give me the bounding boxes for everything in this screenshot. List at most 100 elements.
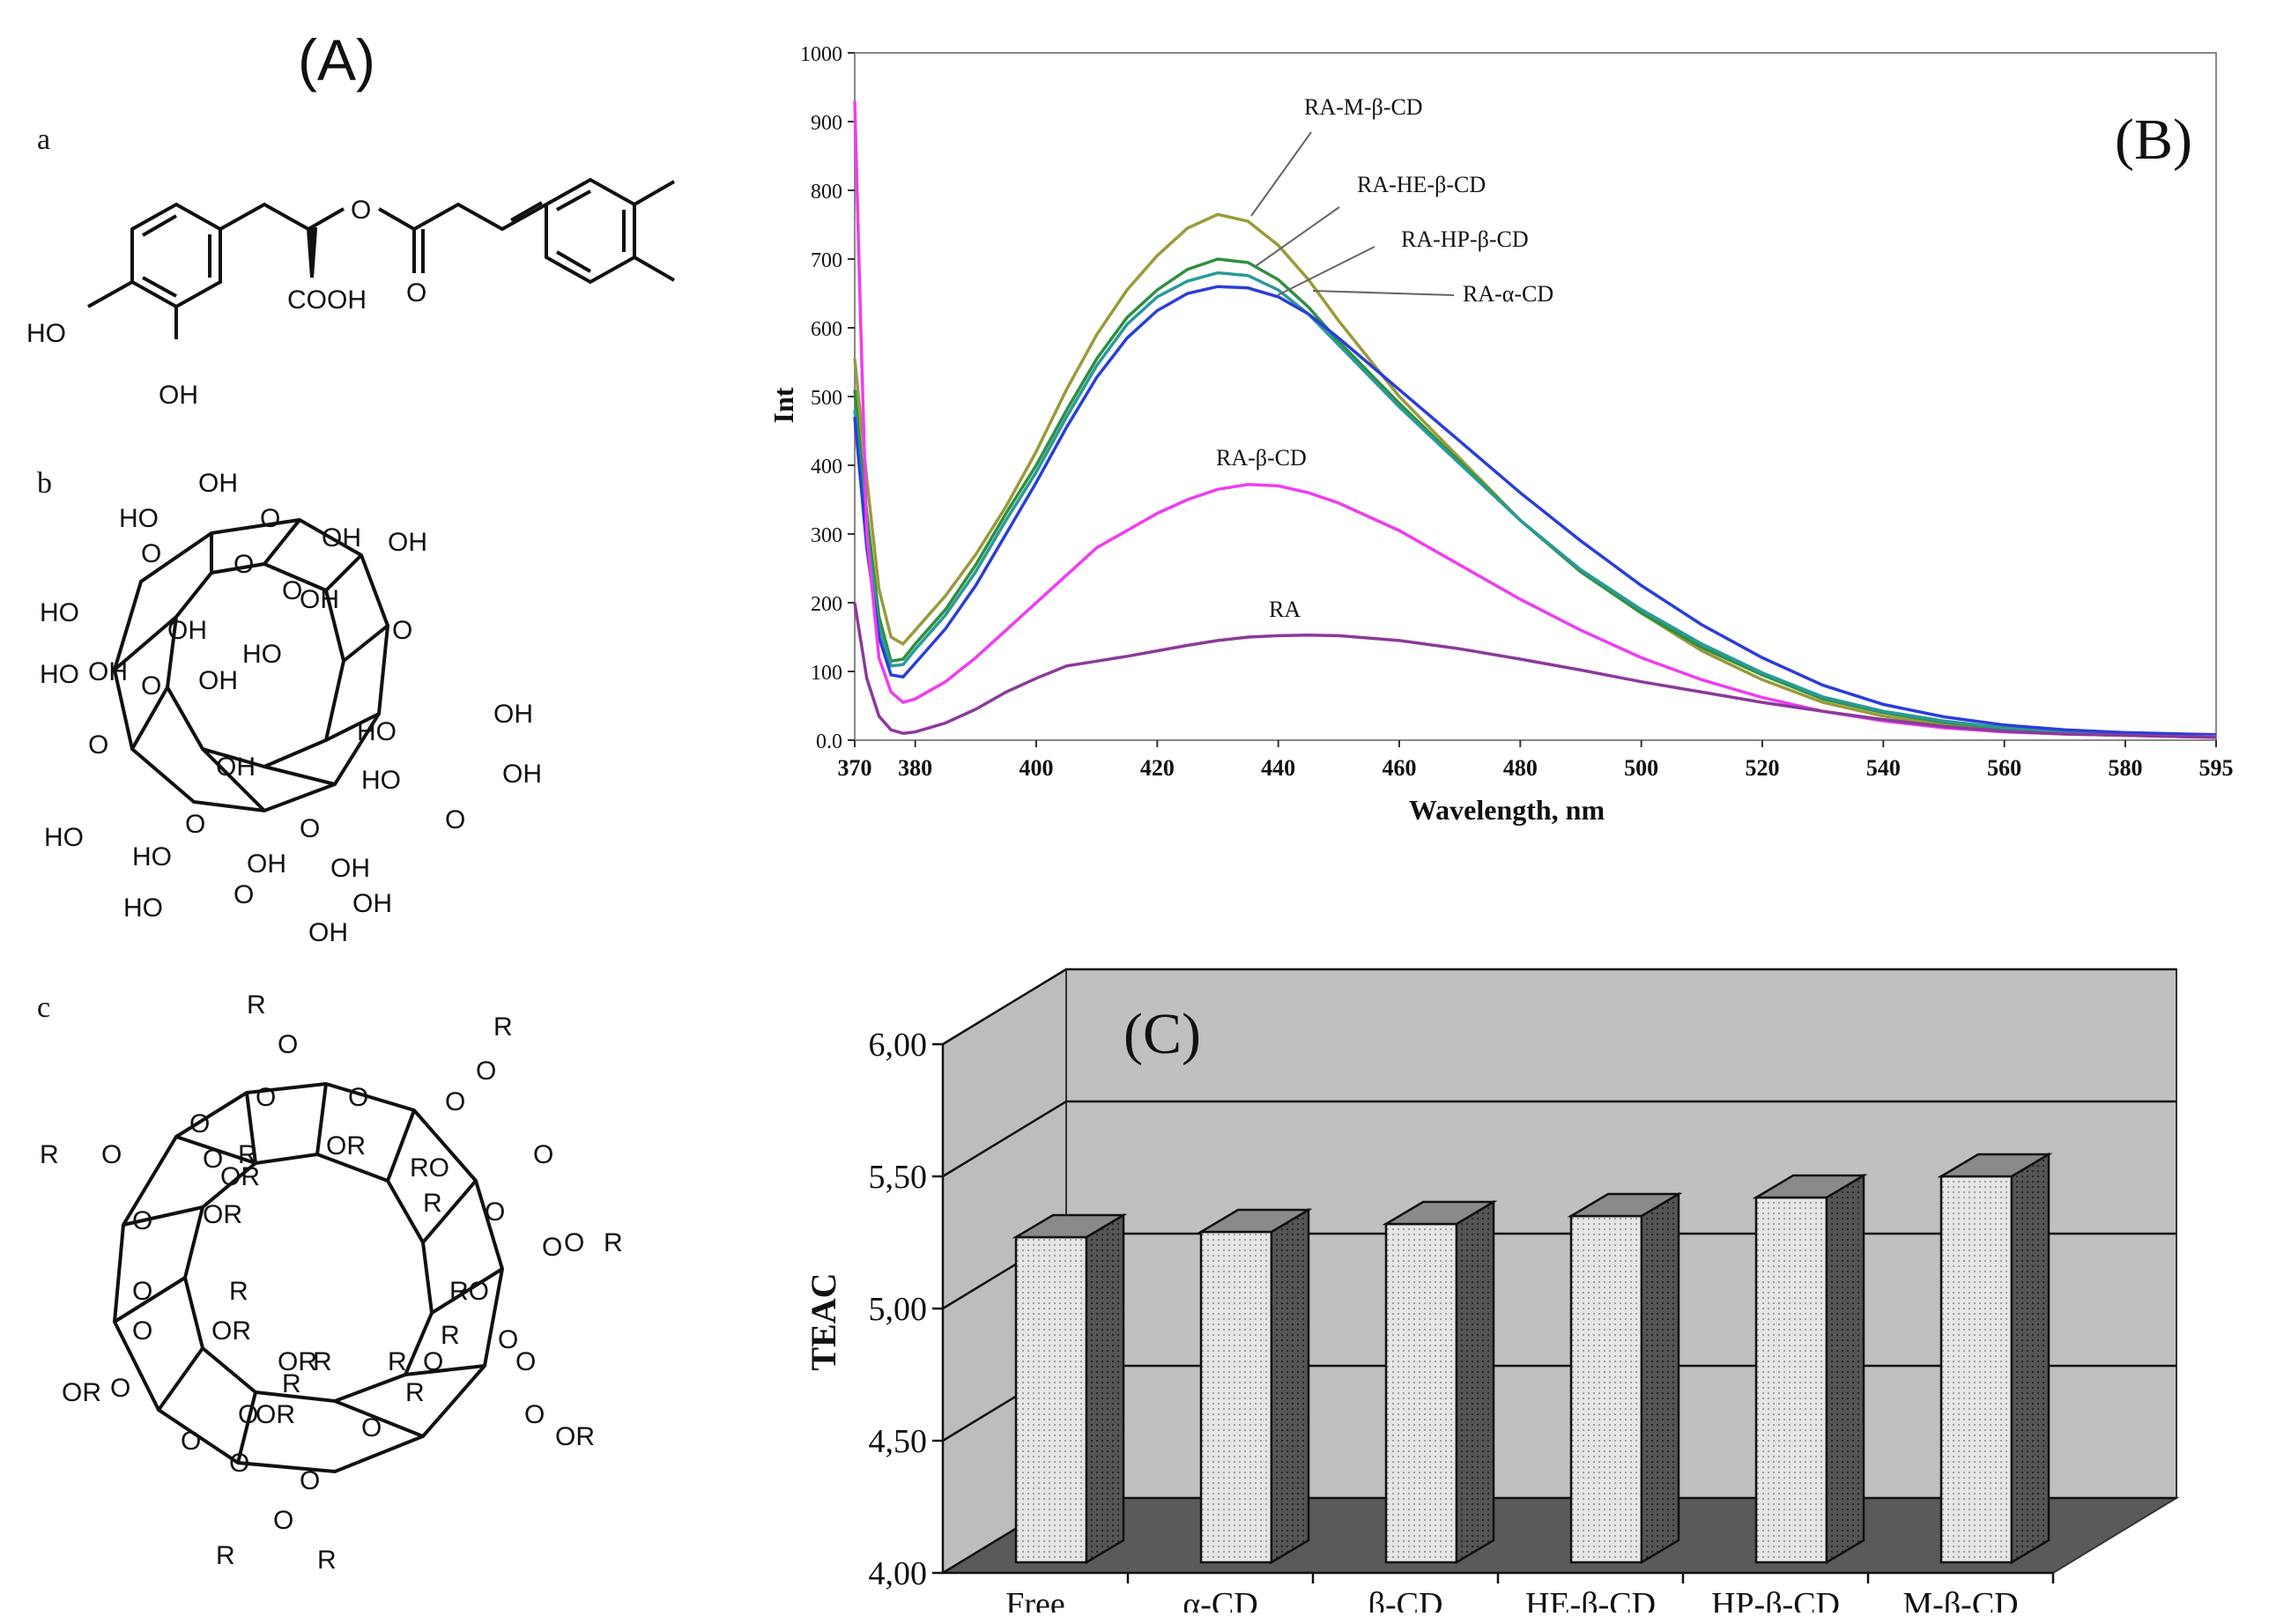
- annotation-leaders: [1250, 131, 1455, 296]
- bar-front-face: [1754, 1196, 1828, 1564]
- c-group-37: O: [524, 1400, 545, 1429]
- c-group-21: R: [604, 1228, 623, 1257]
- right-aromatic-ring: [545, 177, 636, 285]
- fluorescence-spectra-chart: 0.0 100 200 300 400 500 600 700 800 900 1000 370 38…: [767, 43, 2234, 826]
- c-group-17: O: [485, 1198, 505, 1227]
- x-tick-label-c: HE-β-CD: [1525, 1586, 1656, 1613]
- b-group-31: O: [445, 805, 465, 834]
- series-line-RA: [853, 602, 2217, 739]
- c-group-22: O: [542, 1233, 562, 1262]
- b-group-0: OH: [198, 469, 238, 498]
- c-group-44: O: [181, 1427, 201, 1456]
- c-group-48: O: [273, 1506, 293, 1535]
- bar-side-face: [1640, 1191, 1680, 1565]
- b-group-22: HO: [361, 766, 401, 795]
- gridline-c: [942, 1100, 2176, 1178]
- bar-top-face: [1567, 1192, 1683, 1218]
- b-group-25: O: [185, 810, 205, 839]
- c-group-47: R: [216, 1541, 235, 1570]
- c-group-12: OR: [220, 1162, 260, 1191]
- structure-c-label: c: [37, 991, 51, 1024]
- c-group-27: RO: [449, 1277, 489, 1306]
- b-group-1: HO: [119, 504, 159, 533]
- c-group-43: O: [361, 1413, 382, 1442]
- c-group-29: O: [498, 1325, 518, 1354]
- bar-side-face: [1825, 1173, 1865, 1565]
- c-group-1: O: [278, 1030, 298, 1059]
- bar-front-face: [1569, 1214, 1643, 1564]
- x-tick-label-b: 420: [1140, 755, 1175, 781]
- panel-a-label: (A): [298, 27, 375, 93]
- y-tick-label-b: 0.0: [816, 730, 842, 753]
- b-group-18: OH: [493, 700, 533, 729]
- b-group-19: O: [88, 730, 108, 760]
- plot-area-b: [854, 52, 2217, 741]
- carbonyl-oxygen: O: [406, 278, 426, 308]
- b-group-9: OH: [300, 585, 339, 614]
- c-group-42: OR: [256, 1400, 295, 1429]
- c-group-18: O: [132, 1206, 152, 1235]
- c-group-40: R: [405, 1378, 425, 1407]
- bar-top-face: [1382, 1200, 1498, 1226]
- bar-top-face: [1937, 1153, 2053, 1178]
- bar-front-face: [1939, 1175, 2013, 1564]
- c-group-8: O: [101, 1140, 122, 1169]
- x-tick-label-b: 370: [838, 755, 872, 781]
- c-group-24: O: [132, 1277, 152, 1306]
- c-group-38: OR: [555, 1422, 595, 1451]
- b-group-29: OH: [247, 849, 286, 879]
- bar-Free: [1012, 1212, 1128, 1565]
- bar-M-β-CD: [1937, 1152, 2053, 1565]
- b-group-23: OH: [502, 760, 542, 789]
- c-group-7: R: [40, 1140, 59, 1169]
- b-group-21: OH: [216, 753, 256, 782]
- b-group-20: HO: [44, 823, 84, 852]
- bar-front-face: [1384, 1222, 1458, 1564]
- teac-bar-chart: 4,00 4,50 5,00 5,50 6,00 Free α-CD β-CD HE-β-CD…: [804, 968, 2180, 1613]
- b-group-32: OH: [352, 889, 392, 918]
- y-tick-label-b: 200: [811, 593, 842, 616]
- x-axis-label-b: Wavelength, nm: [1409, 794, 1605, 826]
- c-group-11: O: [203, 1145, 223, 1174]
- series-line-RA-M-β-CD: [853, 212, 2217, 738]
- c-group-30: O: [515, 1347, 536, 1376]
- bar-HE-β-CD: [1567, 1191, 1683, 1565]
- c-group-5: O: [348, 1083, 368, 1112]
- y-tick-label-b: 400: [811, 456, 842, 478]
- b-group-13: OH: [88, 657, 128, 686]
- y-tick-label-c: 6,00: [869, 1027, 928, 1064]
- c-group-4: O: [256, 1083, 276, 1112]
- b-group-11: O: [392, 616, 412, 645]
- substituted-ring-outline: [112, 1081, 505, 1474]
- x-tick-label-c: β-CD: [1368, 1586, 1443, 1613]
- b-group-14: HO: [40, 660, 79, 689]
- left-aromatic-ring: [130, 202, 222, 309]
- b-group-30: O: [234, 880, 254, 909]
- c-group-19: OR: [203, 1200, 242, 1229]
- annotation-ra-hp-beta-cd: RA-HP-β-CD: [1401, 226, 1529, 252]
- bar-front-face: [1014, 1235, 1088, 1564]
- panel-b-label: (B): [2115, 108, 2192, 172]
- x-tick-label-c: HP-β-CD: [1711, 1586, 1840, 1613]
- y-tick-label-b: 300: [811, 524, 842, 547]
- structure-a-label: a: [37, 123, 51, 156]
- c-group-6: O: [445, 1087, 465, 1116]
- x-tick-label-b: 560: [1987, 755, 2021, 781]
- structure-b-label: b: [37, 467, 52, 500]
- y-tick-label-b: 100: [811, 662, 842, 685]
- bar-HP-β-CD: [1752, 1173, 1868, 1565]
- cyclodextrin-ring-outline: [112, 517, 390, 813]
- hydroxyl-group-2: OH: [159, 381, 198, 410]
- bar-β-CD: [1382, 1199, 1498, 1565]
- y-tick-label-c: 5,50: [869, 1159, 928, 1196]
- c-group-14: RO: [410, 1153, 449, 1183]
- gridline-c: [942, 968, 2176, 1046]
- series-line-RA-α-CD: [853, 285, 2217, 737]
- x-tick-label-b: 500: [1624, 755, 1658, 781]
- c-group-2: R: [493, 1012, 513, 1042]
- b-group-33: OH: [308, 918, 348, 947]
- annotation-ra: RA: [1269, 597, 1301, 622]
- c-group-31: OR: [62, 1378, 101, 1407]
- c-group-23: R: [229, 1277, 248, 1306]
- b-group-5: O: [234, 550, 254, 579]
